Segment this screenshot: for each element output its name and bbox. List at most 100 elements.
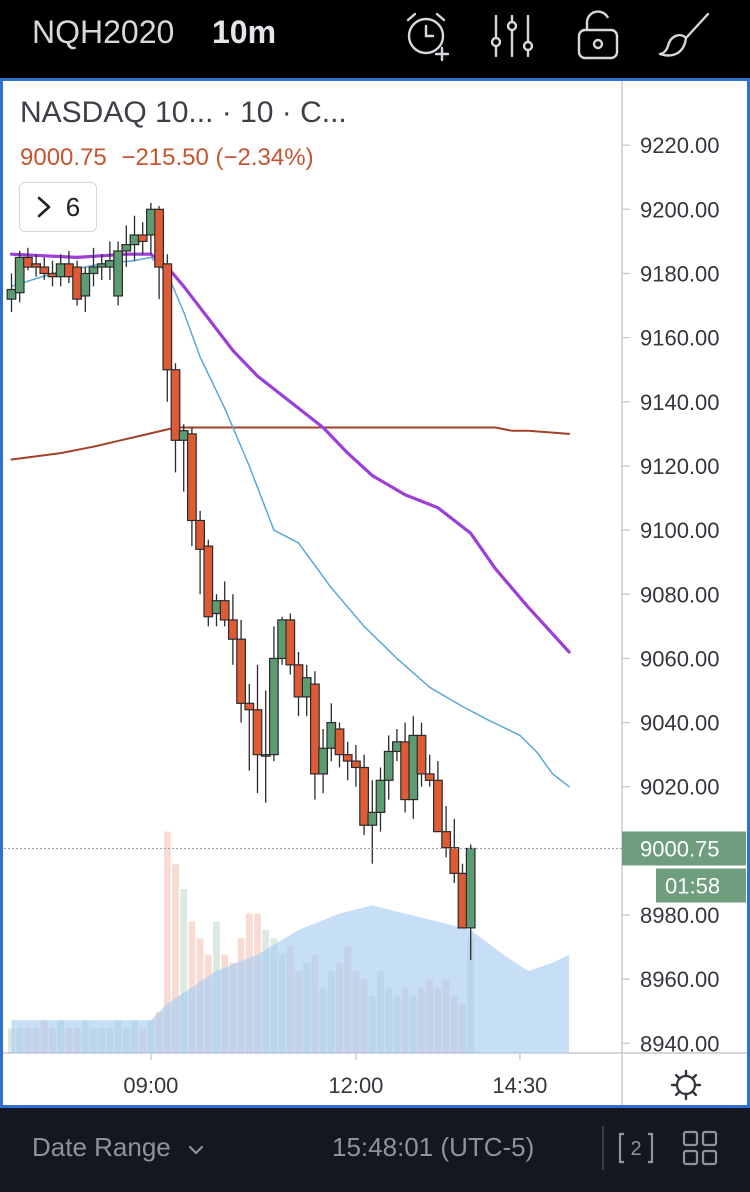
candle[interactable] xyxy=(310,671,320,800)
candle-body xyxy=(195,519,206,550)
candle[interactable] xyxy=(383,735,394,800)
candle-body xyxy=(359,766,369,826)
candle-body xyxy=(252,709,263,756)
candle-body xyxy=(31,263,41,268)
candle[interactable] xyxy=(113,241,124,306)
candle[interactable] xyxy=(359,754,369,835)
candle[interactable] xyxy=(367,780,378,864)
candle[interactable] xyxy=(236,619,247,723)
candle-body xyxy=(260,754,271,757)
candle[interactable] xyxy=(228,594,238,665)
y-tick-label: 9220.00 xyxy=(640,133,720,158)
x-tick-label: 12:00 xyxy=(328,1073,383,1098)
candle-body xyxy=(351,760,361,769)
candle[interactable] xyxy=(162,254,173,402)
lock-icon[interactable] xyxy=(570,8,626,64)
candle-body xyxy=(334,728,345,756)
candle[interactable] xyxy=(318,729,328,794)
candle[interactable] xyxy=(252,664,263,794)
interval-selector[interactable]: 10m xyxy=(212,14,277,50)
x-tick-label: 14:30 xyxy=(492,1073,547,1098)
candle[interactable] xyxy=(351,745,361,787)
legend-change: −215.50 (−2.34%) xyxy=(121,144,314,171)
legend-title[interactable]: NASDAQ 10... · 10 · C... xyxy=(20,96,347,129)
candle-body xyxy=(162,263,173,371)
brush-icon[interactable] xyxy=(656,8,712,64)
candle[interactable] xyxy=(31,254,41,277)
settings-gear-icon[interactable] xyxy=(670,1069,702,1101)
candle[interactable] xyxy=(203,539,214,627)
candle-body xyxy=(203,545,214,618)
candle[interactable] xyxy=(39,257,50,280)
candle[interactable] xyxy=(375,767,386,832)
candle[interactable] xyxy=(88,247,99,287)
y-tick-label: 9080.00 xyxy=(640,582,720,607)
candle[interactable] xyxy=(170,363,181,473)
y-tick-label: 9160.00 xyxy=(640,326,720,351)
candle-body xyxy=(228,619,238,640)
candle-body xyxy=(154,208,165,268)
candle[interactable] xyxy=(6,273,17,312)
volume-bar xyxy=(172,864,179,1053)
compare-2-icon[interactable]: 2 xyxy=(616,1128,656,1168)
candle[interactable] xyxy=(154,206,165,300)
candle[interactable] xyxy=(334,722,345,768)
candle-body xyxy=(170,369,181,441)
candle[interactable] xyxy=(260,690,271,803)
candle-body xyxy=(433,779,443,833)
candle-body xyxy=(23,256,33,268)
candle[interactable] xyxy=(269,626,279,762)
candle[interactable] xyxy=(137,222,148,255)
volume-ma-area xyxy=(11,905,570,1053)
alarm-plus-icon[interactable] xyxy=(400,8,456,64)
candle-body xyxy=(88,266,99,275)
candle[interactable] xyxy=(187,427,197,547)
candle-body xyxy=(6,288,17,300)
candle[interactable] xyxy=(441,805,451,858)
candle[interactable] xyxy=(219,581,230,627)
candle[interactable] xyxy=(449,818,460,883)
candle[interactable] xyxy=(244,684,255,771)
y-tick-label: 9120.00 xyxy=(640,454,720,479)
date-range-button[interactable]: Date Range xyxy=(32,1132,204,1163)
indicators-icon[interactable] xyxy=(484,8,540,64)
y-tick-label: 9140.00 xyxy=(640,390,720,415)
candle[interactable] xyxy=(121,225,132,268)
candle-body xyxy=(310,683,320,775)
session-clock[interactable]: 15:48:01 (UTC-5) xyxy=(332,1132,535,1162)
candle[interactable] xyxy=(424,754,435,787)
layout-grid-icon[interactable] xyxy=(680,1128,720,1168)
volume-bar xyxy=(163,831,171,1053)
candle-body xyxy=(383,750,394,781)
y-tick-label: 9060.00 xyxy=(640,646,720,671)
y-tick-label: 9180.00 xyxy=(640,261,720,286)
candle[interactable] xyxy=(342,741,353,781)
candle[interactable] xyxy=(433,761,443,833)
y-tick-label: 8960.00 xyxy=(640,967,720,992)
candle[interactable] xyxy=(14,251,25,303)
x-tick-label: 09:00 xyxy=(123,1073,178,1098)
candle-body xyxy=(342,754,353,762)
price-chart[interactable]: 9220.00 9200.00 9180.00 9160.00 9140.00 9120.… xyxy=(0,78,750,1108)
candle[interactable] xyxy=(465,844,476,960)
price-tag-value: 9000.75 xyxy=(640,836,720,861)
candle[interactable] xyxy=(416,722,427,787)
candle[interactable] xyxy=(285,613,296,675)
candle-body xyxy=(80,272,91,297)
bottom-bar: Date Range 15:48:01 (UTC-5) 2 xyxy=(0,1108,750,1192)
y-tick-label: 8940.00 xyxy=(640,1031,720,1056)
candle[interactable] xyxy=(80,267,91,312)
volume-bar xyxy=(180,889,188,1053)
candle-body xyxy=(441,831,451,849)
candle[interactable] xyxy=(195,510,206,595)
bar-countdown: 01:58 xyxy=(665,873,720,898)
candle[interactable] xyxy=(23,247,33,271)
collapse-indicators-button[interactable]: 6 xyxy=(19,182,97,232)
date-range-label: Date Range xyxy=(32,1132,171,1162)
vwap-line xyxy=(10,426,571,461)
symbol-name[interactable]: NQH2020 xyxy=(32,14,175,50)
candle-body xyxy=(375,779,386,814)
price-tag-background xyxy=(622,831,746,866)
chart-panel[interactable]: 9220.00 9200.00 9180.00 9160.00 9140.00 9120.… xyxy=(0,78,750,1108)
top-bar: NQH2020 10m xyxy=(0,0,750,78)
